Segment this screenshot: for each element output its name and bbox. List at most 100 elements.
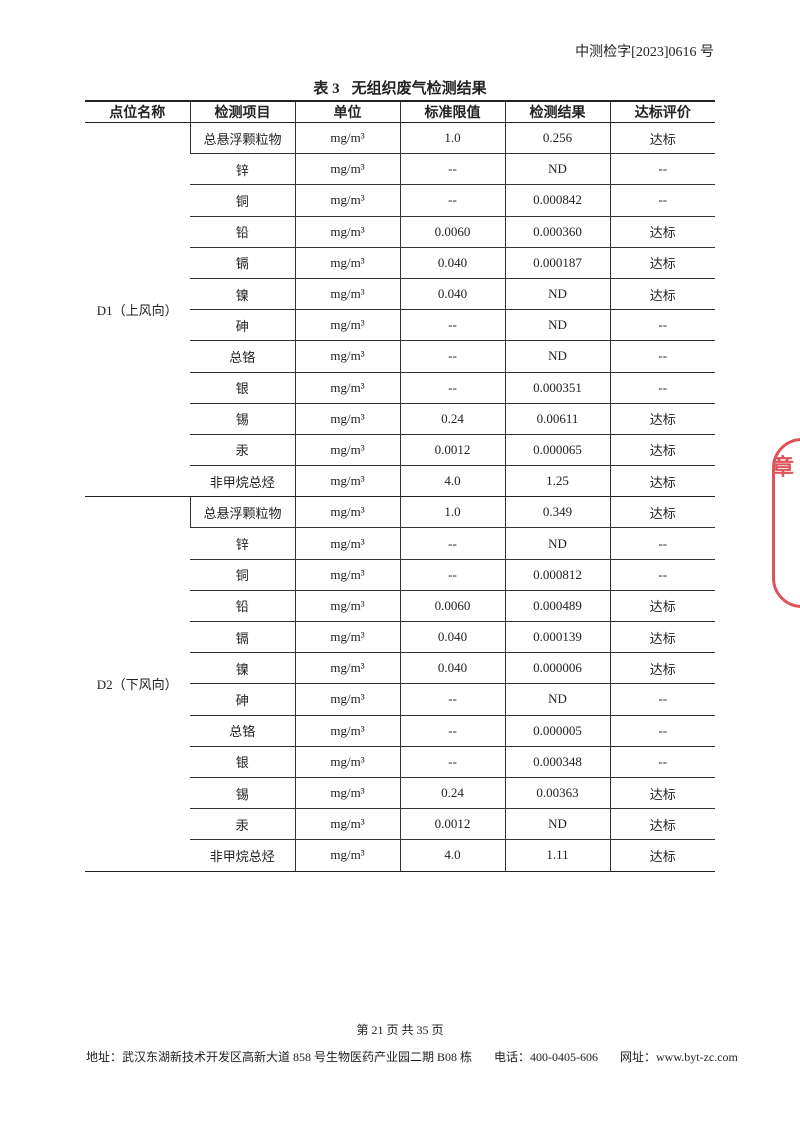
- evaluation-cell: 达标: [609, 465, 715, 498]
- table-row: 砷 mg/m³ -- ND --: [85, 683, 715, 716]
- limit-cell: 0.24: [399, 403, 505, 435]
- table-row: 非甲烷总烃 mg/m³ 4.0 1.11 达标: [85, 839, 715, 872]
- unit-cell: mg/m³: [294, 777, 400, 810]
- limit-cell: 0.040: [399, 652, 505, 685]
- unit-cell: mg/m³: [294, 683, 400, 716]
- table-row: 铅 mg/m³ 0.0060 0.000360 达标: [85, 216, 715, 248]
- limit-cell: 0.040: [399, 278, 505, 311]
- limit-cell: --: [399, 683, 505, 716]
- evaluation-cell: --: [609, 184, 715, 217]
- evaluation-cell: --: [609, 527, 715, 560]
- table-row: 铅 mg/m³ 0.0060 0.000489 达标: [85, 590, 715, 623]
- evaluation-cell: --: [609, 715, 715, 747]
- item-cell: 镉: [190, 621, 295, 654]
- limit-cell: 0.040: [399, 247, 505, 279]
- table-row: 镍 mg/m³ 0.040 0.000006 达标: [85, 652, 715, 685]
- result-cell: ND: [504, 153, 610, 186]
- item-cell: 锡: [190, 777, 295, 810]
- item-cell: 非甲烷总烃: [190, 465, 295, 498]
- unit-cell: mg/m³: [294, 372, 400, 404]
- evaluation-cell: 达标: [609, 621, 715, 654]
- column-header: 标准限值: [399, 100, 505, 123]
- item-cell: 锌: [190, 527, 295, 560]
- evaluation-cell: --: [609, 340, 715, 373]
- column-header: 单位: [294, 100, 400, 123]
- table-row: 汞 mg/m³ 0.0012 ND 达标: [85, 808, 715, 841]
- evaluation-cell: 达标: [609, 808, 715, 841]
- unit-cell: mg/m³: [294, 340, 400, 373]
- result-cell: ND: [504, 527, 610, 560]
- unit-cell: mg/m³: [294, 465, 400, 498]
- table-row: 总铬 mg/m³ -- 0.000005 --: [85, 715, 715, 747]
- result-cell: ND: [504, 340, 610, 373]
- limit-cell: 0.24: [399, 777, 505, 810]
- unit-cell: mg/m³: [294, 247, 400, 279]
- unit-cell: mg/m³: [294, 184, 400, 217]
- item-cell: 总悬浮颗粒物: [189, 496, 295, 529]
- table-row: 锌 mg/m³ -- ND --: [85, 527, 715, 560]
- table-row: 铜 mg/m³ -- 0.000842 --: [85, 184, 715, 217]
- item-cell: 总铬: [190, 715, 295, 747]
- unit-cell: mg/m³: [294, 434, 400, 467]
- item-cell: 汞: [190, 808, 295, 841]
- result-cell: 0.000812: [504, 559, 610, 591]
- table-row: D2（下风向） 总悬浮颗粒物 mg/m³ 1.0 0.349 达标: [85, 496, 715, 872]
- column-header: 检测项目: [189, 100, 295, 123]
- result-cell: 0.000005: [504, 715, 610, 747]
- unit-cell: mg/m³: [294, 808, 400, 841]
- limit-cell: 1.0: [399, 496, 505, 529]
- unit-cell: mg/m³: [294, 652, 400, 685]
- table-row: 汞 mg/m³ 0.0012 0.000065 达标: [85, 434, 715, 467]
- result-cell: 0.00611: [504, 403, 610, 435]
- evaluation-cell: --: [609, 372, 715, 404]
- item-cell: 银: [190, 746, 295, 778]
- evaluation-cell: 达标: [609, 434, 715, 467]
- result-cell: ND: [504, 808, 610, 841]
- footer-address: 地址：武汉东湖新技术开发区高新大道 858 号生物医药产业园二期 B08 栋: [86, 1050, 473, 1064]
- evaluation-cell: 达标: [609, 216, 715, 248]
- result-cell: 0.000006: [504, 652, 610, 685]
- unit-cell: mg/m³: [294, 715, 400, 747]
- result-cell: 0.349: [504, 496, 610, 529]
- evaluation-cell: 达标: [609, 839, 715, 872]
- table-row: 镉 mg/m³ 0.040 0.000139 达标: [85, 621, 715, 654]
- item-cell: 总悬浮颗粒物: [189, 122, 295, 155]
- inspection-stamp: 检验检测专用章: [769, 438, 800, 608]
- limit-cell: 0.040: [399, 621, 505, 654]
- item-cell: 银: [190, 372, 295, 404]
- limit-cell: 4.0: [399, 465, 505, 498]
- result-cell: 0.00363: [504, 777, 610, 810]
- item-cell: 锡: [190, 403, 295, 435]
- result-cell: 1.25: [504, 465, 610, 498]
- result-cell: 1.11: [504, 839, 610, 872]
- table-row: 锡 mg/m³ 0.24 0.00363 达标: [85, 777, 715, 810]
- limit-cell: --: [399, 372, 505, 404]
- table-row: 镉 mg/m³ 0.040 0.000187 达标: [85, 247, 715, 279]
- evaluation-cell: --: [609, 559, 715, 591]
- unit-cell: mg/m³: [294, 621, 400, 654]
- evaluation-cell: --: [609, 683, 715, 716]
- column-header: 点位名称: [85, 100, 190, 123]
- limit-cell: --: [399, 715, 505, 747]
- unit-cell: mg/m³: [294, 590, 400, 623]
- limit-cell: --: [399, 153, 505, 186]
- result-cell: 0.000842: [504, 184, 610, 217]
- table-row: 非甲烷总烃 mg/m³ 4.0 1.25 达标: [85, 465, 715, 498]
- table-row: 银 mg/m³ -- 0.000348 --: [85, 746, 715, 778]
- limit-cell: 4.0: [399, 839, 505, 872]
- site-name-cell: D1（上风向）: [85, 122, 190, 498]
- table-row: 银 mg/m³ -- 0.000351 --: [85, 372, 715, 404]
- unit-cell: mg/m³: [294, 216, 400, 248]
- unit-cell: mg/m³: [294, 559, 400, 591]
- item-cell: 镍: [190, 278, 295, 311]
- evaluation-cell: 达标: [609, 590, 715, 623]
- table-row: 镍 mg/m³ 0.040 ND 达标: [85, 278, 715, 311]
- table-caption: 表 3 无组织废气检测结果: [0, 77, 800, 98]
- evaluation-cell: 达标: [609, 652, 715, 685]
- column-header: 检测结果: [504, 100, 610, 123]
- result-cell: 0.000351: [504, 372, 610, 404]
- item-cell: 铅: [190, 216, 295, 248]
- evaluation-cell: --: [609, 309, 715, 342]
- limit-cell: --: [399, 746, 505, 778]
- item-cell: 铜: [190, 559, 295, 591]
